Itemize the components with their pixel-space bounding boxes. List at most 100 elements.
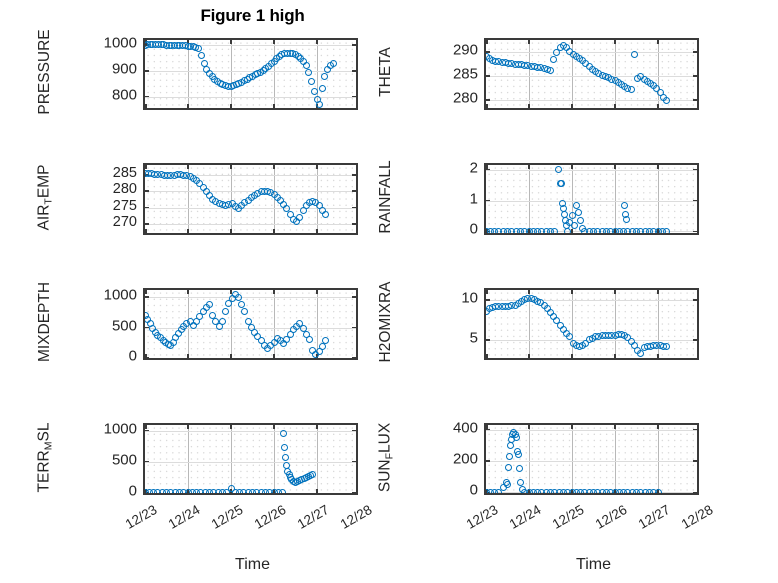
- horizontal-gridline: [486, 461, 697, 462]
- x-tickmark: [187, 104, 189, 108]
- x-tickmark: [230, 165, 232, 169]
- vertical-gridline: [317, 425, 318, 493]
- x-tickmark: [230, 40, 232, 44]
- horizontal-gridline: [486, 429, 697, 431]
- y-tickmark: [145, 190, 149, 192]
- data-point: [577, 217, 585, 225]
- x-tickmark: [145, 104, 147, 108]
- plot-area-theta: [484, 38, 699, 110]
- data-point: [281, 444, 289, 452]
- y-axis-label-tail: LUX: [376, 422, 394, 453]
- data-point: [554, 166, 562, 174]
- data-point: [504, 480, 511, 488]
- x-tickmark: [316, 40, 318, 44]
- data-point: [507, 441, 515, 449]
- data-point: [241, 308, 249, 316]
- x-tickmark: [187, 40, 189, 44]
- vertical-gridline: [274, 290, 275, 358]
- data-points-air_temp: [145, 165, 356, 233]
- data-point: [630, 50, 638, 58]
- vertical-gridline: [615, 290, 616, 358]
- x-tickmark: [528, 425, 530, 429]
- data-point: [318, 343, 326, 351]
- data-point: [218, 317, 226, 325]
- horizontal-gridline: [486, 169, 697, 171]
- y-tickmark: [352, 70, 356, 72]
- data-point: [305, 68, 313, 76]
- data-point: [206, 301, 213, 309]
- y-ticklabel: 200: [452, 450, 478, 468]
- x-tickmark: [657, 425, 659, 429]
- data-point: [621, 201, 629, 209]
- y-axis-label-subscript: F: [383, 452, 396, 460]
- x-tickmark: [145, 165, 147, 169]
- vertical-gridline: [231, 165, 232, 233]
- y-tickmark: [145, 460, 149, 463]
- vertical-gridline: [529, 40, 530, 108]
- horizontal-gridline: [486, 76, 697, 77]
- y-ticklabel: 500: [111, 451, 137, 469]
- y-ticklabel: 2: [469, 159, 478, 177]
- x-tickmark: [230, 354, 232, 358]
- gridlines-pressure: [145, 40, 356, 108]
- plot-area-rainfall: [484, 163, 699, 235]
- x-tickmark: [657, 290, 659, 294]
- x-tickmark: [316, 229, 318, 233]
- data-point: [570, 221, 578, 229]
- y-tickmark: [352, 95, 356, 98]
- plot-area-mixdepth: [143, 288, 358, 360]
- vertical-gridline: [529, 165, 530, 233]
- x-tickmark: [486, 354, 488, 358]
- x-ticklabel: 12/28: [678, 502, 716, 532]
- y-tickmark: [693, 339, 697, 341]
- data-point: [564, 227, 572, 233]
- y-ticklabel: 270: [112, 213, 137, 230]
- horizontal-gridline: [145, 174, 356, 176]
- y-ticklabel: 275: [112, 197, 137, 214]
- data-point: [296, 213, 304, 221]
- plot-area-air_temp: [143, 163, 358, 235]
- x-tickmark: [273, 425, 275, 429]
- horizontal-gridline: [486, 100, 697, 101]
- x-tickmark: [273, 290, 275, 294]
- x-tickmark: [230, 229, 232, 233]
- x-ticklabel: 12/24: [506, 502, 544, 532]
- x-tickmark: [273, 104, 275, 108]
- x-tickmark: [187, 165, 189, 169]
- data-points-sun_flux: [486, 425, 697, 493]
- data-point: [572, 201, 580, 209]
- vertical-gridline: [231, 425, 232, 493]
- gridlines-sun_flux: [486, 425, 697, 493]
- x-tickmark: [614, 290, 616, 294]
- y-tickmark: [352, 44, 356, 46]
- x-tickmark: [571, 354, 573, 358]
- x-tickmark: [657, 40, 659, 44]
- data-point: [329, 59, 337, 67]
- x-tickmark: [187, 290, 189, 294]
- plot-area-sun_flux: [484, 423, 699, 495]
- plot-area-terr_msl: [143, 423, 358, 495]
- x-tickmark: [486, 165, 488, 169]
- xlabel-left: Time: [235, 556, 270, 573]
- vertical-gridline: [529, 290, 530, 358]
- horizontal-gridline: [145, 223, 356, 225]
- y-ticklabel: 0: [469, 481, 478, 499]
- y-tickmark: [352, 206, 356, 209]
- data-point: [238, 301, 246, 309]
- plot-area-h2omixra: [484, 288, 699, 360]
- x-ticklabel: 12/23: [463, 502, 501, 532]
- data-point: [308, 77, 316, 85]
- horizontal-gridline: [145, 430, 356, 432]
- y-tickmark: [486, 75, 490, 77]
- minor-gridlines: [145, 425, 356, 493]
- data-points-terr_msl: [145, 425, 356, 493]
- data-point: [654, 488, 662, 493]
- data-point: [663, 342, 671, 350]
- y-ticklabel: 800: [111, 86, 137, 104]
- x-tickmark: [571, 40, 573, 44]
- y-tickmark: [352, 174, 356, 176]
- horizontal-gridline: [145, 357, 356, 358]
